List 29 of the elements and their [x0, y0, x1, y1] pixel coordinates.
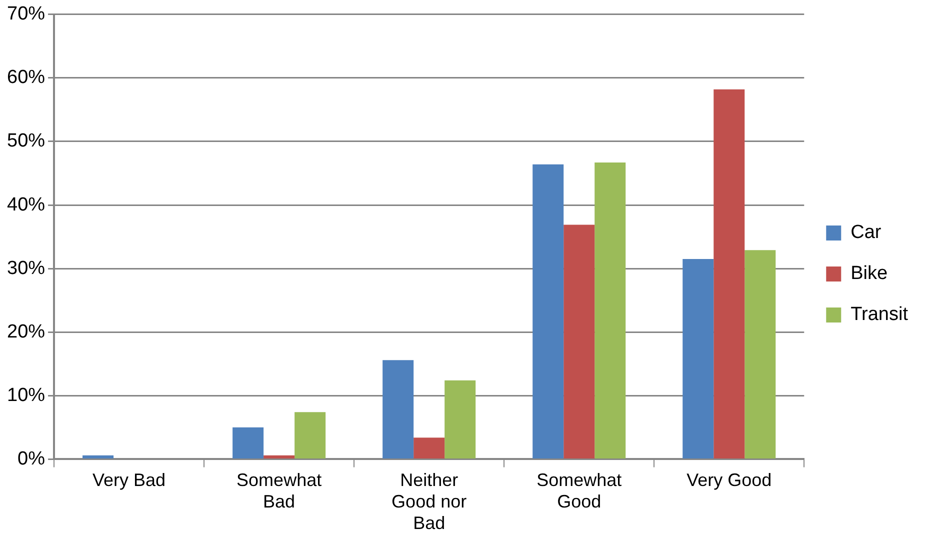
bar	[744, 250, 776, 458]
y-tick-label: 0%	[18, 448, 46, 470]
x-tick-label: Somewhat Good	[536, 470, 622, 512]
bar	[294, 412, 326, 458]
bar	[382, 360, 414, 458]
bar	[444, 380, 476, 458]
legend-label: Car	[850, 222, 882, 244]
bar	[232, 427, 264, 458]
y-tick-label: 30%	[6, 258, 46, 279]
bar	[264, 455, 295, 458]
y-tick-label: 20%	[6, 321, 46, 342]
bar	[714, 89, 745, 458]
bar	[414, 438, 445, 458]
y-tick-label: 40%	[6, 194, 46, 216]
bar	[532, 164, 564, 458]
y-tick-label: 70%	[6, 4, 46, 25]
legend-label: Transit	[850, 304, 909, 326]
y-tick-label: 60%	[6, 67, 46, 88]
bar	[82, 455, 114, 458]
x-tick-label: Very Good	[686, 470, 772, 490]
bar	[682, 259, 714, 458]
y-tick-label: 10%	[6, 384, 46, 406]
y-tick-label: 50%	[6, 130, 46, 152]
x-tick-label: Very Bad	[92, 470, 166, 490]
legend-label: Bike	[850, 263, 888, 284]
bar	[594, 162, 626, 458]
bar	[564, 224, 595, 458]
x-tick-label: Somewhat Bad	[236, 470, 322, 512]
x-tick-label: Neither Good nor Bad	[392, 470, 467, 534]
